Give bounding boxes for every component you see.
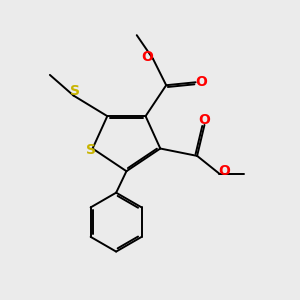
Text: O: O — [195, 75, 207, 89]
Text: S: S — [70, 84, 80, 98]
Text: O: O — [219, 164, 230, 178]
Text: O: O — [142, 50, 154, 64]
Text: O: O — [199, 113, 210, 127]
Text: S: S — [86, 143, 96, 157]
